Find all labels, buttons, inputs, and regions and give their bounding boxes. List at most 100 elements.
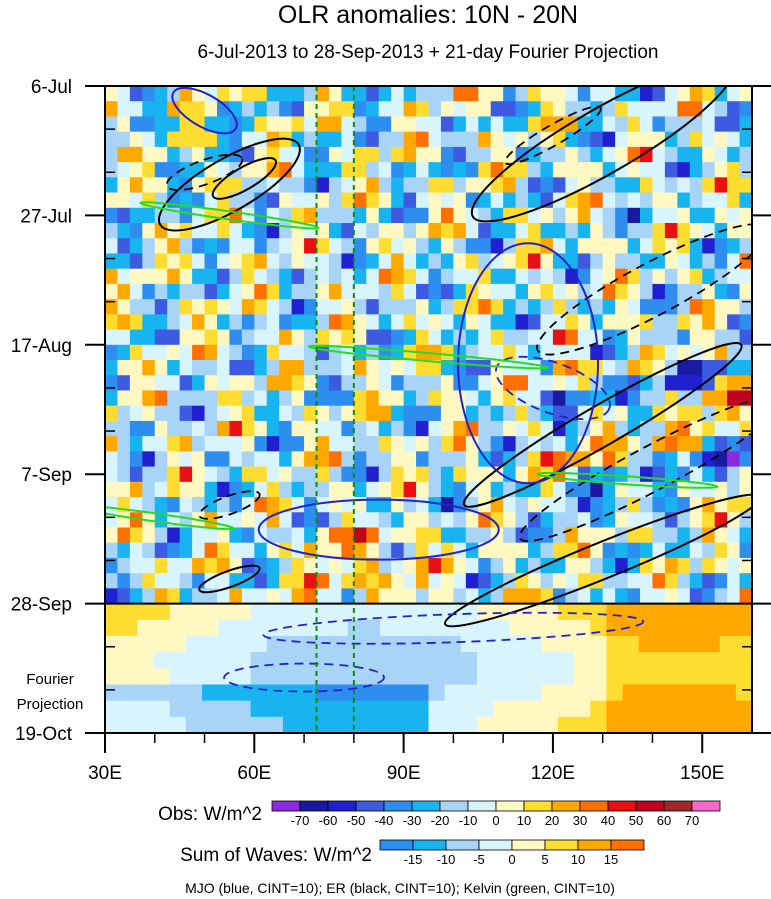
heat-cell (304, 86, 318, 102)
heat-cell (552, 420, 566, 437)
heat-cell (403, 238, 417, 255)
heat-cell (677, 573, 691, 589)
projection-cell (703, 635, 721, 653)
waves-colorbar-level-label: -5 (473, 852, 485, 867)
heat-cell (440, 451, 454, 468)
heat-cell (241, 360, 255, 376)
heat-cell (291, 131, 305, 148)
heat-cell (216, 268, 231, 285)
heat-cell (689, 268, 703, 285)
heat-cell (366, 146, 380, 163)
heat-cell (142, 573, 156, 589)
x-tick-label-150e: 150E (680, 763, 724, 784)
heat-cell (167, 253, 181, 270)
heat-cell (528, 223, 542, 239)
heat-cell (204, 146, 218, 163)
heat-cell (602, 542, 616, 559)
projection-cell (509, 716, 527, 733)
heat-cell (540, 86, 554, 102)
heat-cell (528, 466, 542, 483)
y-tick-label-6-jul: 6-Jul (31, 77, 72, 98)
projection-cell (574, 652, 591, 669)
heat-cell (652, 86, 666, 102)
projection-cell (541, 603, 559, 621)
heat-cell (216, 481, 231, 498)
projection-cell (574, 716, 591, 733)
heat-cell (204, 436, 218, 452)
heat-cell (602, 238, 616, 255)
projection-cell (266, 619, 284, 637)
heat-cell (453, 131, 467, 148)
heat-cell (465, 375, 479, 392)
heat-cell (291, 436, 305, 452)
projection-cell (638, 700, 656, 718)
heat-cell (453, 481, 467, 498)
heat-cell (117, 253, 131, 270)
heat-cell (378, 360, 392, 376)
heat-cell (515, 253, 529, 270)
heat-cell (440, 405, 454, 422)
projection-cell (315, 700, 333, 718)
heat-cell (540, 451, 554, 468)
heat-cell (702, 588, 716, 605)
heat-cell (216, 283, 231, 300)
er-contour (165, 153, 244, 191)
projection-cell (428, 700, 446, 718)
heat-cell (640, 451, 654, 468)
heat-cell (129, 283, 143, 300)
heat-cell (378, 268, 392, 285)
obs-colorbar-level-label: 70 (685, 813, 699, 828)
projection-cell (234, 716, 252, 733)
heat-cell (142, 360, 156, 376)
projection-cell (654, 716, 672, 733)
heat-cell (403, 192, 417, 209)
heat-cell (739, 557, 752, 574)
projection-cell (525, 700, 543, 718)
heat-cell (254, 390, 268, 407)
heat-cell (279, 481, 293, 498)
projection-cell (428, 635, 446, 653)
heat-cell (254, 283, 268, 300)
heat-cell (366, 223, 380, 239)
projection-cell (185, 700, 203, 718)
heat-cell (478, 207, 492, 224)
projection-cell (153, 684, 171, 702)
heat-cell (540, 390, 554, 407)
heat-cell (291, 557, 305, 574)
heat-cell (204, 390, 218, 407)
projection-cell (331, 716, 349, 733)
heat-cell (702, 329, 716, 346)
heat-cell (453, 283, 467, 300)
heat-cell (503, 223, 517, 239)
heat-cell (627, 405, 641, 422)
heat-cell (403, 360, 417, 376)
waves-colorbar: -15 -10 -5 0 5 10 15 (379, 839, 645, 867)
heat-cell (316, 344, 330, 361)
heat-cell (465, 527, 479, 544)
heat-cell (266, 436, 280, 452)
heat-cell (428, 588, 442, 605)
heat-cell (727, 344, 741, 361)
heat-cell (204, 283, 218, 300)
heat-cell (440, 207, 454, 224)
heat-cell (528, 329, 542, 346)
heat-cell (328, 329, 342, 346)
heat-cell (266, 466, 280, 483)
heat-cell (117, 223, 131, 239)
heat-cell (353, 436, 367, 452)
heat-cell (677, 451, 691, 468)
heat-cell (627, 283, 641, 300)
waves-colorbar-level-label: 0 (508, 852, 515, 867)
heat-cell (540, 223, 554, 239)
heat-cell (391, 344, 405, 361)
heat-cell (590, 299, 604, 315)
projection-cell (153, 603, 171, 621)
projection-cell (606, 635, 624, 653)
heat-cell (117, 405, 131, 422)
projection-cell (363, 716, 381, 733)
heat-cell (664, 451, 678, 468)
heat-cell (204, 101, 218, 118)
projection-cell (541, 700, 559, 718)
projection-cell (525, 716, 543, 733)
heat-cell (677, 146, 691, 163)
